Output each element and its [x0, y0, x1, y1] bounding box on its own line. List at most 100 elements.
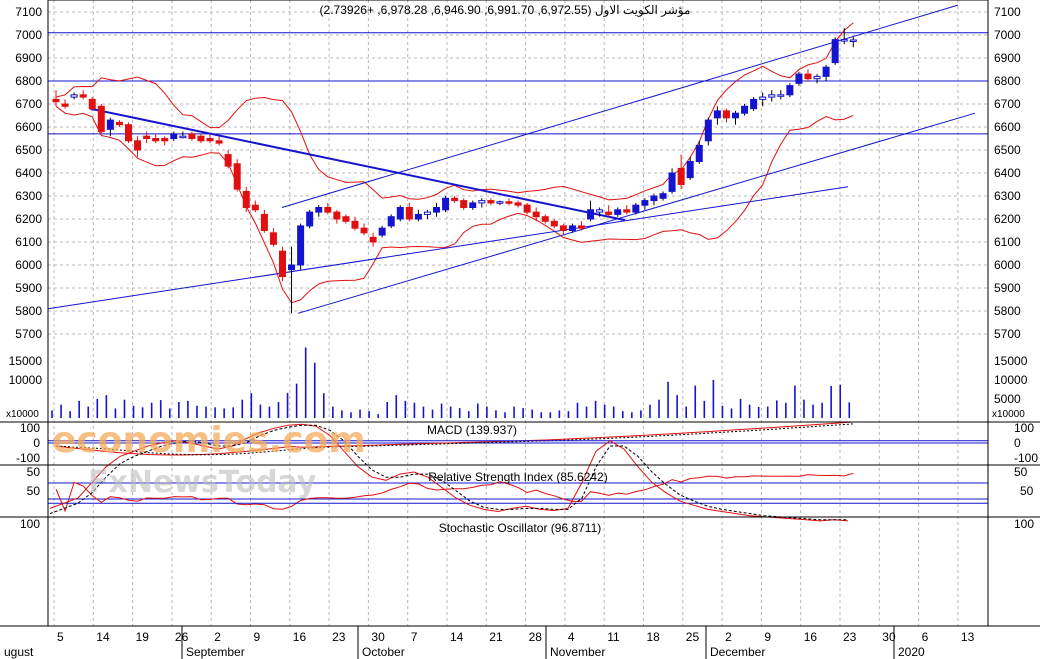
candle-body	[777, 94, 785, 97]
stoch-d-line	[49, 424, 848, 521]
candle-body	[224, 154, 232, 167]
candle-body	[641, 200, 649, 206]
date-tick: 9	[254, 630, 261, 644]
candle-body	[568, 225, 576, 231]
date-tick: 18	[647, 630, 661, 644]
stoch-tick-right: 100	[1014, 517, 1034, 531]
candle-body	[632, 204, 640, 213]
support-resistance-lines	[48, 32, 988, 135]
volume-tick-left: 10000	[9, 373, 43, 387]
date-tick: 14	[96, 630, 110, 644]
price-tick-right: 6800	[994, 74, 1021, 88]
volume-bars	[51, 347, 851, 418]
date-tick: 9	[764, 630, 771, 644]
candle-body	[514, 202, 522, 206]
price-tick-left: 6100	[15, 235, 42, 249]
stoch-tick-right: 50	[1014, 465, 1028, 479]
price-tick-left: 6400	[15, 166, 42, 180]
price-tick-left: 5800	[15, 304, 42, 318]
long-trend-line	[47, 186, 849, 310]
candlesticks	[52, 28, 857, 314]
candle-body	[460, 200, 468, 209]
candle-body	[206, 138, 214, 142]
candle-body	[704, 119, 712, 142]
price-tick-right: 5800	[994, 304, 1021, 318]
candle-body	[433, 207, 441, 213]
candle-body	[469, 202, 477, 208]
lower-band	[55, 105, 854, 304]
date-tick: 6	[922, 630, 929, 644]
rsi-line	[55, 472, 854, 513]
candle-body	[668, 172, 676, 192]
candle-body	[741, 105, 749, 114]
watermark-fxnewstoday: FxNewsToday	[88, 465, 317, 500]
candle-body	[269, 232, 277, 245]
price-tick-left: 6600	[15, 120, 42, 134]
date-tick: 11	[607, 630, 620, 644]
candle-body	[804, 73, 812, 80]
candle-body	[134, 140, 142, 151]
macd-tick-left: -100	[16, 451, 40, 465]
date-tick: 30	[882, 630, 896, 644]
bollinger-bands	[55, 22, 854, 304]
price-tick-right: 7100	[994, 5, 1021, 19]
macd-tick-left: 0	[33, 436, 40, 450]
candle-body	[288, 264, 296, 271]
price-tick-right: 6200	[994, 212, 1021, 226]
candle-body	[559, 225, 567, 231]
candle-body	[70, 94, 78, 98]
stoch-tick-left: 50	[27, 465, 41, 479]
candle-body	[369, 236, 377, 243]
candle-body	[106, 119, 114, 130]
candle-body	[351, 220, 359, 229]
chart-title: مؤشر الكويت الاول (6,972.55, 6,991.70, 6…	[320, 3, 691, 17]
price-tick-left: 6700	[15, 97, 42, 111]
volume-unit-right: x10000	[992, 409, 1025, 420]
candle-body	[550, 220, 558, 227]
candle-body	[849, 39, 857, 42]
date-tick: 30	[371, 630, 385, 644]
candle-body	[260, 213, 268, 231]
candle-body	[52, 98, 60, 103]
candle-body	[333, 211, 341, 220]
candle-body	[487, 200, 495, 204]
price-tick-right: 5700	[994, 327, 1021, 341]
candle-body	[587, 209, 595, 220]
rsi-tick-right: 50	[1020, 484, 1034, 498]
month-label: December	[710, 645, 765, 659]
candle-body	[732, 112, 739, 119]
price-tick-left: 7000	[15, 28, 42, 42]
volume-tick-right: 5000	[994, 392, 1021, 406]
candle-body	[414, 213, 422, 220]
candle-body	[115, 121, 123, 126]
candle-body	[496, 201, 504, 204]
candle-body	[188, 133, 196, 139]
candle-body	[233, 163, 241, 190]
date-tick: 7	[411, 630, 418, 644]
candle-body	[124, 124, 132, 142]
candle-body	[405, 207, 413, 220]
candle-body	[197, 135, 205, 142]
price-tick-right: 6300	[994, 189, 1021, 203]
macd-title: MACD (139.937)	[427, 423, 517, 437]
month-label: ugust	[4, 645, 34, 659]
candle-body	[505, 201, 513, 204]
candle-body	[442, 197, 450, 211]
price-tick-right: 6500	[994, 143, 1021, 157]
rising-channel-lower	[297, 112, 976, 314]
price-tick-left: 7100	[15, 5, 42, 19]
candle-body	[423, 211, 431, 215]
candle-body	[170, 133, 178, 139]
candle-body	[179, 135, 187, 139]
date-tick: 23	[843, 630, 857, 644]
candle-body	[532, 211, 540, 218]
candle-body	[795, 73, 803, 84]
rising-channel-upper	[281, 4, 959, 208]
volume-tick-left: 15000	[9, 354, 43, 368]
price-tick-left: 6300	[15, 189, 42, 203]
rsi-title: Relative Strength Index (85.6242)	[428, 470, 607, 484]
macd-tick-right: 100	[1014, 421, 1034, 435]
month-label: 2020	[898, 645, 925, 659]
